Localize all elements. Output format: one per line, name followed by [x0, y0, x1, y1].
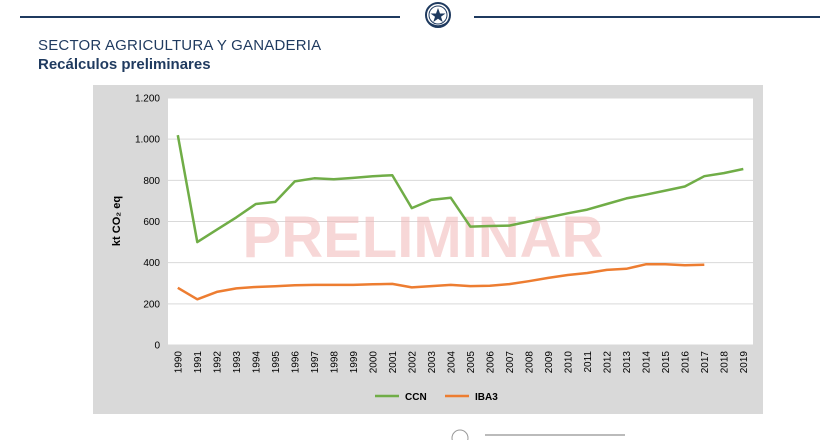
legend-label: IBA3 [475, 392, 498, 403]
y-tick-label: 600 [143, 217, 160, 228]
x-tick-label: 2001 [388, 351, 399, 374]
x-tick-label: 1998 [329, 351, 340, 374]
x-tick-label: 2005 [466, 351, 477, 374]
y-tick-label: 1.000 [135, 135, 160, 146]
x-tick-label: 1994 [251, 351, 262, 374]
x-tick-label: 2011 [583, 351, 594, 373]
x-tick-label: 2019 [739, 351, 750, 374]
x-tick-label: 1991 [193, 351, 204, 374]
x-tick-label: 2009 [544, 351, 555, 374]
x-tick-label: 1999 [349, 351, 360, 374]
x-tick-label: 1992 [212, 351, 223, 374]
y-tick-label: 400 [143, 258, 160, 269]
x-tick-label: 2017 [700, 351, 711, 374]
x-tick-label: 1995 [271, 351, 282, 374]
x-tick-label: 2000 [368, 351, 379, 374]
x-tick-label: 1996 [290, 351, 301, 374]
series-line-iba3 [177, 263, 705, 301]
x-tick-label: 2013 [622, 351, 633, 374]
header-rule-left [20, 16, 400, 18]
x-tick-label: 2003 [427, 351, 438, 374]
x-tick-label: 1990 [173, 351, 184, 374]
x-tick-label: 1997 [310, 351, 321, 374]
y-tick-label: 800 [143, 176, 160, 187]
chart-panel: PRELIMINAR 0 200 400 600 800 1.000 1.200 1990 1… [93, 85, 763, 414]
page-subtitle: Recálculos preliminares [38, 56, 211, 73]
star-seal-icon [425, 2, 451, 28]
preliminar-watermark: PRELIMINAR [243, 205, 604, 270]
x-tick-label: 2015 [661, 351, 672, 374]
x-tick-label: 2012 [602, 351, 613, 374]
x-tick-label: 2006 [485, 351, 496, 374]
sector-heading: SECTOR AGRICULTURA Y GANADERIA [38, 37, 322, 54]
x-tick-label: 2002 [407, 351, 418, 374]
x-tick-label: 2018 [719, 351, 730, 374]
y-tick-label: 200 [143, 299, 160, 310]
emissions-line-chart: PRELIMINAR 0 200 400 600 800 1.000 1.200 1990 1… [111, 94, 753, 403]
y-axis-label: kt CO₂ eq [111, 196, 123, 246]
x-tick-label: 2010 [563, 351, 574, 374]
x-tick-label: 2016 [680, 351, 691, 374]
x-tick-label: 2007 [505, 351, 516, 374]
footer-logo-icon [451, 429, 625, 440]
x-tick-label: 2014 [641, 351, 652, 374]
header-rule-right [474, 16, 820, 18]
x-tick-label: 2008 [524, 351, 535, 374]
y-tick-label: 1.200 [135, 94, 160, 105]
x-tick-label: 1993 [232, 351, 243, 374]
x-tick-label: 2004 [446, 351, 457, 374]
series-line-ccn [176, 134, 744, 244]
y-tick-label: 0 [154, 341, 160, 352]
legend-label: CCN [405, 392, 427, 403]
